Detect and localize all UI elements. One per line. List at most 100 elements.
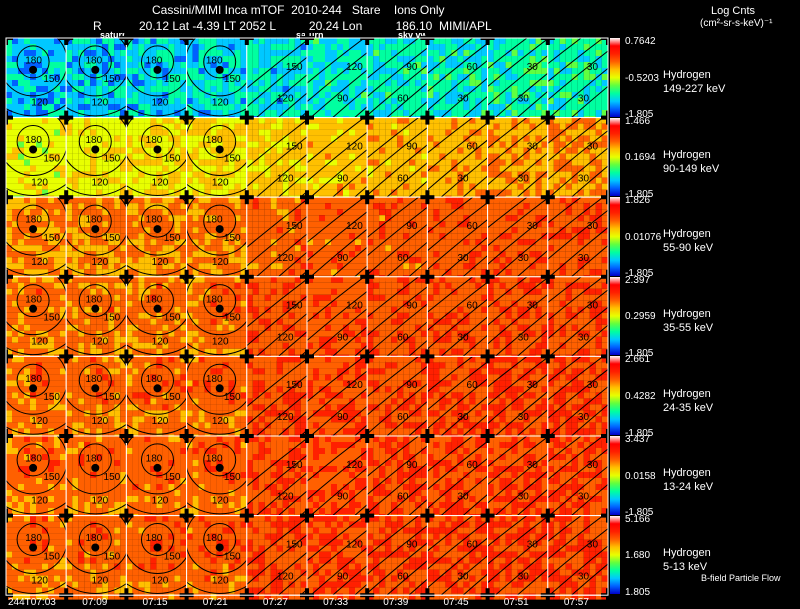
energy-label: 13-24 keV: [663, 481, 714, 494]
corner-marker: [244, 508, 249, 523]
contour-line: [516, 488, 548, 516]
contour-label: 150: [104, 313, 121, 324]
contour-label: 120: [91, 336, 108, 347]
contour-line: [255, 392, 308, 436]
contour-line: [277, 171, 308, 198]
contour-line: [126, 197, 187, 256]
contour-label: 150: [164, 153, 181, 164]
contour-line: [307, 436, 366, 482]
contour-label: 30: [527, 221, 539, 232]
colorbar-cb-max-label: 5.166: [625, 513, 651, 525]
contour-label: 150: [224, 472, 241, 483]
contour-line: [186, 197, 247, 256]
contour-line: [353, 344, 368, 357]
contour-label: 120: [91, 575, 108, 586]
contour-line: [246, 215, 308, 267]
contour-line: [386, 82, 428, 118]
colorbar-cb-min-label: -1.805: [625, 507, 654, 519]
colorbar: [610, 436, 620, 515]
contours: [307, 38, 368, 118]
panel-r3-c9: 30 30: [547, 276, 609, 361]
contour-label: 120: [212, 98, 229, 109]
contour-line: [78, 204, 112, 238]
contours: [6, 356, 67, 435]
contours: [186, 276, 247, 356]
contour-line: [309, 148, 368, 198]
contour-label: 150: [286, 62, 303, 73]
contour-line: [547, 197, 582, 224]
planet-marker: [153, 304, 162, 313]
panel-r6-c8: 30 30: [487, 515, 549, 600]
contour-label: 90: [406, 380, 418, 391]
contours: [487, 38, 548, 118]
contour-line: [487, 38, 548, 88]
contour-line: [255, 233, 308, 277]
corner-marker: [184, 508, 189, 523]
contour-line: [487, 55, 548, 106]
species-label: Hydrogen: [663, 387, 711, 400]
contour-line: [126, 503, 187, 515]
contours: [246, 198, 308, 277]
contour-line: [277, 569, 308, 596]
planet-marker: [153, 225, 162, 234]
contour-label: 150: [224, 153, 241, 164]
contour-label: 30: [518, 173, 530, 184]
contour-line: [78, 443, 112, 477]
units-title: Log Cnts: [711, 5, 756, 17]
contour-line: [487, 117, 548, 167]
contour-line: [353, 265, 368, 277]
contour-line: [6, 183, 67, 196]
contours: [186, 515, 247, 594]
contours: [66, 515, 127, 594]
corner-marker: [184, 110, 189, 125]
corner-marker: [64, 110, 69, 125]
contour-line: [462, 95, 488, 118]
contour-label: 90: [337, 492, 349, 503]
contour-line: [487, 356, 548, 406]
contour-line: [494, 550, 548, 596]
contour-line: [547, 276, 582, 304]
contour-label: 150: [43, 472, 60, 483]
panel-r1-c9: 30 30: [547, 117, 609, 202]
contour-line: [16, 443, 50, 477]
contour-line: [307, 197, 366, 244]
contours: [487, 515, 548, 596]
contour-line: [126, 38, 187, 97]
contour-label: 180: [206, 453, 223, 464]
species-label: Hydrogen: [663, 546, 711, 559]
contour-label: 180: [206, 374, 223, 385]
contour-label: 60: [397, 492, 409, 503]
contour-line: [462, 493, 488, 516]
contour-label: 120: [31, 575, 48, 586]
colorbar-cb-mid-label: 1.680: [625, 550, 651, 562]
time-tick-label: 07:39: [383, 597, 409, 608]
contour-line: [246, 375, 308, 426]
contour-label: 120: [31, 257, 48, 268]
contour-label: 60: [397, 571, 409, 582]
contour-line: [494, 152, 548, 198]
time-tick-label: 07:57: [563, 597, 589, 608]
colorbar-cb-mid-label: 0.1694: [625, 152, 656, 164]
contour-line: [309, 308, 368, 357]
contours: [186, 356, 247, 435]
contour-label: 60: [467, 380, 479, 391]
footer-note: B-field Particle Flow: [701, 573, 781, 583]
contour-line: [462, 573, 488, 596]
contour-label: 120: [152, 177, 169, 188]
contour-line: [427, 139, 488, 191]
contour-line: [427, 440, 488, 491]
contour-line: [246, 517, 308, 567]
contour-label: 120: [346, 221, 363, 232]
contour-label: 180: [85, 374, 102, 385]
planet-marker: [29, 65, 38, 74]
contour-line: [547, 276, 604, 322]
contours: [487, 276, 548, 357]
contour-line: [494, 231, 548, 277]
contour-line: [309, 467, 368, 516]
contour-line: [246, 358, 308, 408]
contour-line: [277, 92, 308, 118]
contour-label: 180: [85, 453, 102, 464]
contours: [66, 38, 127, 117]
